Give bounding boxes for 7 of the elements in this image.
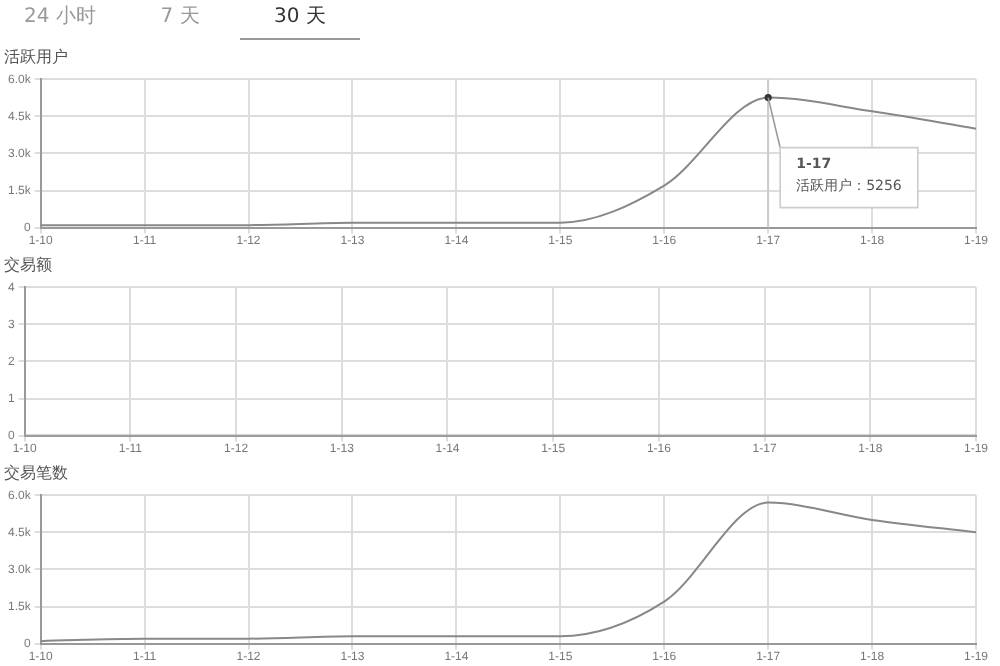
- chart-title: 交易笔数: [4, 463, 68, 482]
- text: 7 天: [158, 4, 202, 32]
- text: 24 小时: [22, 3, 98, 32]
- chart-title: 交易额: [4, 255, 52, 274]
- line-series: [39, 501, 977, 643]
- chart-title: 活跃用户: [4, 47, 68, 66]
- text: 30 天: [240, 0, 360, 40]
